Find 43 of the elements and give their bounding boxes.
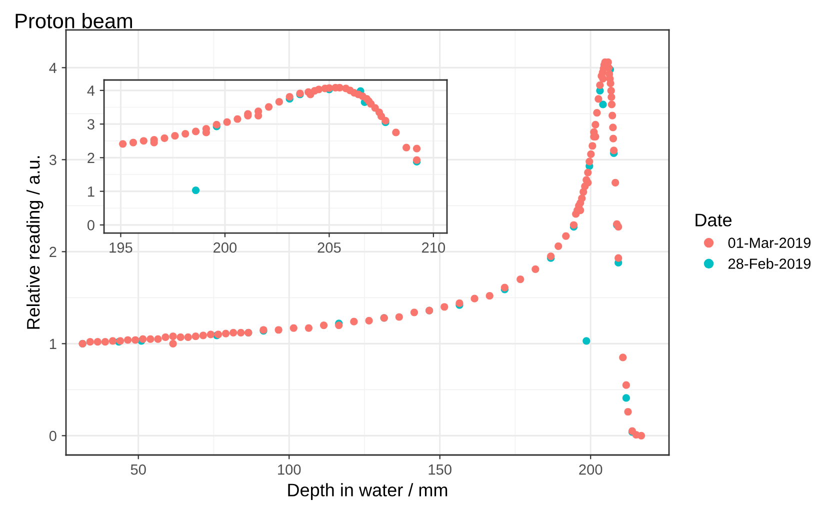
point: [392, 128, 400, 136]
x-tick-label: 200: [579, 464, 602, 475]
point: [192, 186, 200, 194]
x-tick-label: 195: [110, 242, 132, 253]
legend-title: Date: [696, 214, 732, 226]
y-tick-label: 4: [87, 86, 95, 96]
point: [314, 86, 323, 94]
point: [171, 132, 179, 140]
y-tick-label: 3: [87, 119, 94, 130]
point: [160, 134, 168, 142]
point: [234, 115, 242, 123]
x-axis-title: Depth in water / mm: [288, 483, 448, 500]
legend-label: 28-Feb-2019: [728, 258, 811, 269]
point: [412, 144, 421, 152]
y-tick-label: 2: [88, 152, 94, 163]
point: [264, 103, 273, 111]
y-tick-label: 0: [87, 220, 94, 230]
point: [223, 118, 231, 126]
y-tick-label: 4: [49, 62, 57, 73]
point: [140, 137, 148, 145]
y-tick-label: 0: [49, 430, 56, 442]
point: [582, 337, 590, 345]
point: [622, 394, 630, 402]
point: [275, 98, 283, 106]
y-axis-title: Relative reading / a.u.: [26, 156, 44, 329]
x-tick-label: 50: [130, 464, 146, 475]
chart-title: Proton beam: [16, 13, 132, 28]
point: [599, 100, 607, 108]
y-tick-label: 3: [49, 154, 56, 166]
y-tick-label: 1: [50, 338, 56, 349]
point: [192, 128, 200, 136]
x-tick-label: 205: [318, 242, 341, 253]
y-tick-label: 2: [50, 246, 56, 257]
x-tick-label: 200: [214, 242, 237, 253]
x-tick-label: 210: [422, 242, 446, 253]
legend-label: 01-Mar-2019: [728, 238, 811, 248]
x-tick-label: 150: [428, 464, 452, 475]
point: [129, 138, 138, 146]
point: [402, 144, 410, 152]
y-tick-label: 1: [88, 186, 94, 197]
point: [119, 140, 127, 148]
x-tick-label: 100: [278, 464, 301, 475]
point: [182, 130, 190, 138]
